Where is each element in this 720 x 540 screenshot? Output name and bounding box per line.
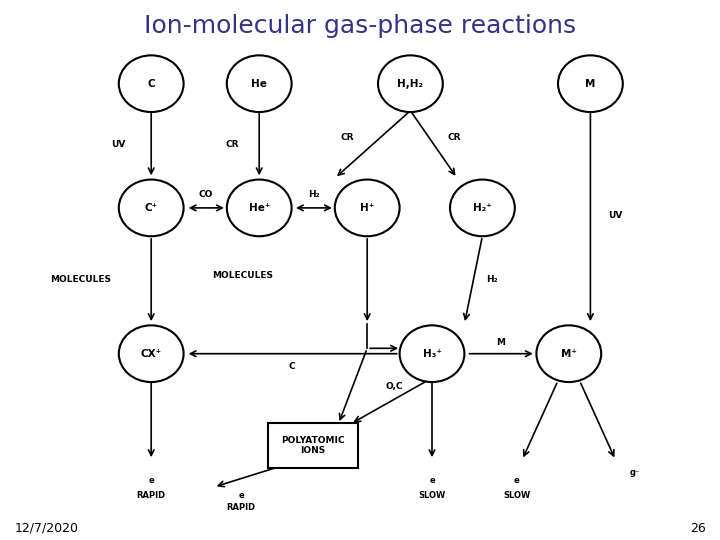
Text: e: e	[429, 476, 435, 485]
Text: UV: UV	[112, 140, 126, 149]
Text: O,C: O,C	[385, 382, 402, 390]
Text: SLOW: SLOW	[418, 491, 446, 500]
Ellipse shape	[378, 55, 443, 112]
Text: C: C	[148, 79, 155, 89]
Text: C: C	[288, 362, 295, 370]
Text: Ion-molecular gas-phase reactions: Ion-molecular gas-phase reactions	[144, 14, 576, 37]
Text: e: e	[514, 476, 520, 485]
Text: RAPID: RAPID	[137, 491, 166, 500]
Text: CR: CR	[341, 133, 354, 142]
Text: H₂: H₂	[486, 275, 498, 284]
Text: e: e	[238, 491, 244, 500]
Ellipse shape	[227, 179, 292, 237]
Text: M: M	[497, 339, 505, 347]
Ellipse shape	[335, 179, 400, 237]
Text: CR: CR	[448, 133, 462, 142]
Text: RAPID: RAPID	[227, 503, 256, 512]
Ellipse shape	[450, 179, 515, 237]
Ellipse shape	[119, 325, 184, 382]
Text: M⁺: M⁺	[561, 349, 577, 359]
Text: M: M	[585, 79, 595, 89]
Text: 12/7/2020: 12/7/2020	[14, 522, 78, 535]
Text: 26: 26	[690, 522, 706, 535]
Text: e: e	[148, 476, 154, 485]
Ellipse shape	[119, 55, 184, 112]
Text: H₂⁺: H₂⁺	[473, 203, 492, 213]
Text: H₃⁺: H₃⁺	[423, 349, 441, 359]
Text: g⁻: g⁻	[630, 468, 640, 477]
Ellipse shape	[227, 55, 292, 112]
Text: He: He	[251, 79, 267, 89]
Text: MOLECULES: MOLECULES	[212, 271, 274, 280]
Ellipse shape	[400, 325, 464, 382]
Text: UV: UV	[608, 212, 623, 220]
Text: H,H₂: H,H₂	[397, 79, 423, 89]
Text: H₂: H₂	[308, 190, 320, 199]
Ellipse shape	[536, 325, 601, 382]
Text: He⁺: He⁺	[248, 203, 270, 213]
Ellipse shape	[119, 179, 184, 237]
Ellipse shape	[558, 55, 623, 112]
Text: CO: CO	[199, 190, 213, 199]
Text: C⁺: C⁺	[145, 203, 158, 213]
Text: MOLECULES: MOLECULES	[50, 275, 112, 284]
Text: CR: CR	[225, 140, 239, 149]
FancyBboxPatch shape	[268, 422, 359, 469]
Text: SLOW: SLOW	[503, 491, 531, 500]
Text: H⁺: H⁺	[360, 203, 374, 213]
Text: POLYATOMIC
IONS: POLYATOMIC IONS	[282, 436, 345, 455]
Text: CX⁺: CX⁺	[140, 349, 162, 359]
